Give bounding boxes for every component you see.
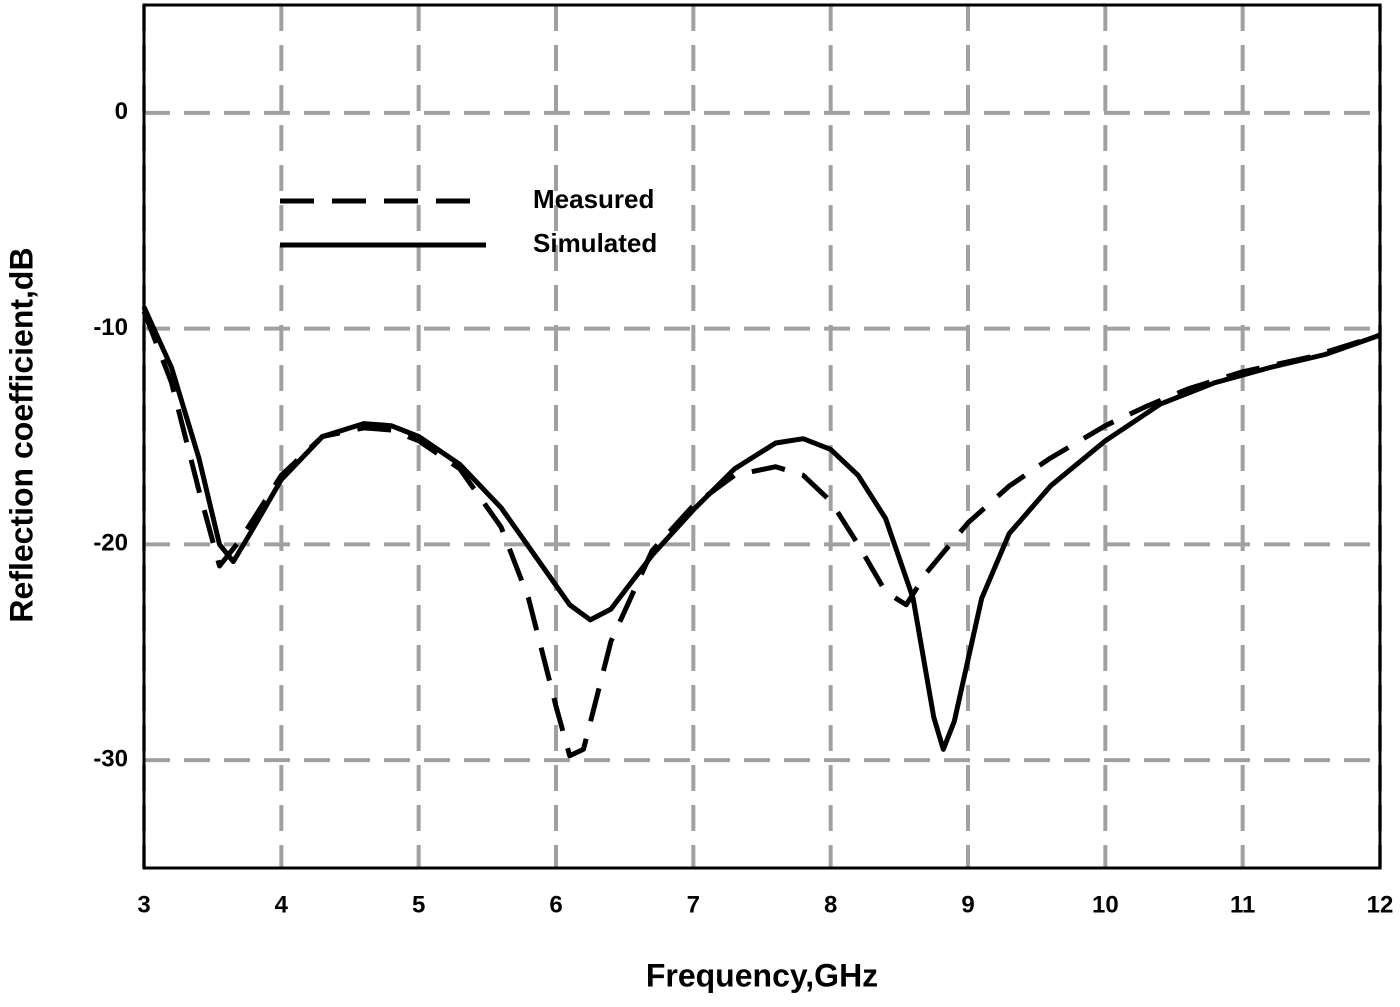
legend-label: Measured [533, 184, 654, 214]
series-line [141, 305, 1381, 752]
x-tick-label: 5 [412, 891, 425, 918]
x-tick-label: 7 [687, 891, 700, 918]
x-axis-label: Frequency,GHz [646, 957, 878, 993]
plot-frame [142, 3, 1382, 870]
y-tick-label: -20 [93, 530, 128, 557]
x-tick-label: 10 [1092, 891, 1119, 918]
x-tick-label: 6 [549, 891, 562, 918]
x-tick-label: 12 [1367, 891, 1394, 918]
x-tick-label: 3 [137, 891, 150, 918]
y-axis-label: Reflection coefficient,dB [3, 247, 39, 622]
series-line [141, 310, 1381, 759]
y-tick-label: -30 [93, 745, 128, 772]
x-tick-label: 9 [961, 891, 974, 918]
y-tick-label: -10 [93, 314, 128, 341]
legend-label: Simulated [533, 228, 657, 258]
y-tick-label: 0 [115, 98, 128, 125]
x-tick-label: 4 [275, 891, 289, 918]
x-tick-label: 11 [1230, 891, 1255, 918]
x-tick-label: 8 [824, 891, 837, 918]
